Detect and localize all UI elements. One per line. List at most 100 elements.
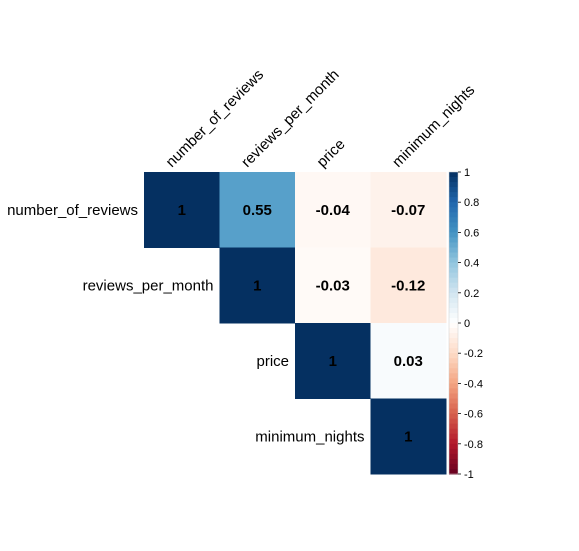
colorbar-strip xyxy=(449,257,458,264)
colorbar-strip xyxy=(449,232,458,239)
colorbar-tick-label: -0.8 xyxy=(464,439,483,451)
colorbar-strip xyxy=(449,468,458,475)
colorbar-strip xyxy=(449,267,458,274)
colorbar: 1 0.8 0.6 0.4 0.2 0 -0.2 -0.4 -0.6 -0.8 -1 xyxy=(448,167,483,481)
column-label-price: price xyxy=(314,136,349,171)
colorbar-strip xyxy=(449,262,458,269)
colorbar-tick-label: 0.2 xyxy=(464,288,479,300)
colorbar-strip xyxy=(449,277,458,284)
colorbar-strip xyxy=(449,333,458,339)
colorbar-strip xyxy=(449,187,458,193)
colorbar-strip xyxy=(449,207,458,213)
colorbar-strip xyxy=(449,353,458,359)
colorbar-strip xyxy=(449,312,458,319)
colorbar-tick-label: 0.4 xyxy=(464,258,479,270)
cell-value-price-minimum_nights: 0.03 xyxy=(394,353,423,370)
cell-value-price-price: 1 xyxy=(329,353,337,370)
cell-value-number_of_reviews-number_of_reviews: 1 xyxy=(178,202,186,219)
colorbar-strip xyxy=(449,212,458,218)
colorbar-strip xyxy=(449,368,458,374)
heatmap-cell-price-minimum_nights xyxy=(370,323,447,399)
colorbar-strip xyxy=(449,443,458,450)
colorbar-strip xyxy=(449,403,458,410)
heatmap-cell-reviews_per_month-minimum_nights xyxy=(370,247,447,324)
colorbar-strip xyxy=(449,363,458,369)
colorbar-strip xyxy=(449,408,458,415)
colorbar-strip xyxy=(449,373,458,379)
colorbar-strip xyxy=(449,433,458,440)
cell-value-reviews_per_month-price: -0.03 xyxy=(316,277,350,294)
colorbar-strip xyxy=(449,448,458,455)
heatmap-cells xyxy=(144,172,447,475)
colorbar-strip xyxy=(449,177,458,183)
heatmap-cell-number_of_reviews-minimum_nights xyxy=(370,172,447,248)
colorbar-strip xyxy=(449,398,458,405)
cell-value-minimum_nights-minimum_nights: 1 xyxy=(404,428,412,445)
column-label-minimum_nights: minimum_nights xyxy=(389,82,478,171)
colorbar-strip xyxy=(449,272,458,279)
heatmap-cell-price-price xyxy=(295,323,371,399)
colorbar-strip xyxy=(449,192,458,198)
colorbar-strip xyxy=(449,438,458,445)
colorbar-strip xyxy=(449,222,458,228)
colorbar-tick-label: 1 xyxy=(464,167,470,179)
colorbar-strip xyxy=(449,348,458,354)
heatmap-cell-reviews_per_month-reviews_per_month xyxy=(219,247,296,324)
colorbar-strip xyxy=(449,338,458,344)
colorbar-strip xyxy=(449,307,458,314)
colorbar-strip xyxy=(449,453,458,460)
colorbar-strip xyxy=(449,393,458,400)
colorbar-strip xyxy=(449,217,458,223)
cell-value-number_of_reviews-minimum_nights: -0.07 xyxy=(391,202,425,219)
heatmap-cell-number_of_reviews-number_of_reviews xyxy=(144,172,220,248)
heatmap-cell-minimum_nights-minimum_nights xyxy=(370,398,447,475)
heatmap-cell-reviews_per_month-price xyxy=(295,247,371,324)
colorbar-tick-label: -1 xyxy=(464,469,474,481)
cell-value-reviews_per_month-minimum_nights: -0.12 xyxy=(391,277,425,294)
colorbar-tick-label: 0 xyxy=(464,318,470,330)
colorbar-tick-label: 0.6 xyxy=(464,227,479,239)
colorbar-strip xyxy=(449,197,458,203)
row-label-number_of_reviews: number_of_reviews xyxy=(7,202,138,219)
colorbar-strip xyxy=(449,378,458,384)
colorbar-strip xyxy=(449,237,458,244)
row-label-price: price xyxy=(256,353,289,370)
colorbar-strip xyxy=(449,317,458,324)
colorbar-strip xyxy=(449,292,458,299)
colorbar-strip xyxy=(449,323,458,329)
cell-value-number_of_reviews-reviews_per_month: 0.55 xyxy=(243,202,272,219)
colorbar-strip xyxy=(449,383,458,390)
colorbar-strip xyxy=(449,252,458,259)
colorbar-strip xyxy=(449,423,458,430)
colorbar-strip xyxy=(449,227,458,233)
colorbar-strip xyxy=(449,287,458,294)
heatmap-cell-number_of_reviews-reviews_per_month xyxy=(219,172,296,248)
colorbar-strip xyxy=(449,388,458,395)
heatmap-cell-number_of_reviews-price xyxy=(295,172,371,248)
colorbar-strip xyxy=(449,428,458,435)
colorbar-strip xyxy=(449,172,458,178)
heatmap-cell-labels: 1 0.55 -0.04 -0.07 1 -0.03 -0.12 1 0.03 1 xyxy=(178,202,426,446)
colorbar-strip xyxy=(449,413,458,420)
colorbar-strip xyxy=(449,328,458,334)
cell-value-number_of_reviews-price: -0.04 xyxy=(316,202,351,219)
colorbar-tick-label: 0.8 xyxy=(464,197,479,209)
colorbar-strip xyxy=(449,458,458,465)
colorbar-strip xyxy=(449,247,458,254)
colorbar-strip xyxy=(449,182,458,188)
cell-value-reviews_per_month-reviews_per_month: 1 xyxy=(253,277,261,294)
row-label-minimum_nights: minimum_nights xyxy=(255,428,364,445)
row-label-reviews_per_month: reviews_per_month xyxy=(83,277,214,294)
colorbar-strip xyxy=(449,242,458,249)
colorbar-strip xyxy=(449,202,458,208)
colorbar-tick-label: -0.4 xyxy=(464,378,483,390)
colorbar-strip xyxy=(449,418,458,425)
colorbar-strip xyxy=(449,297,458,304)
colorbar-strip xyxy=(449,463,458,470)
colorbar-strip xyxy=(449,358,458,364)
colorbar-tick-label: -0.6 xyxy=(464,409,483,421)
colorbar-strip xyxy=(449,343,458,349)
